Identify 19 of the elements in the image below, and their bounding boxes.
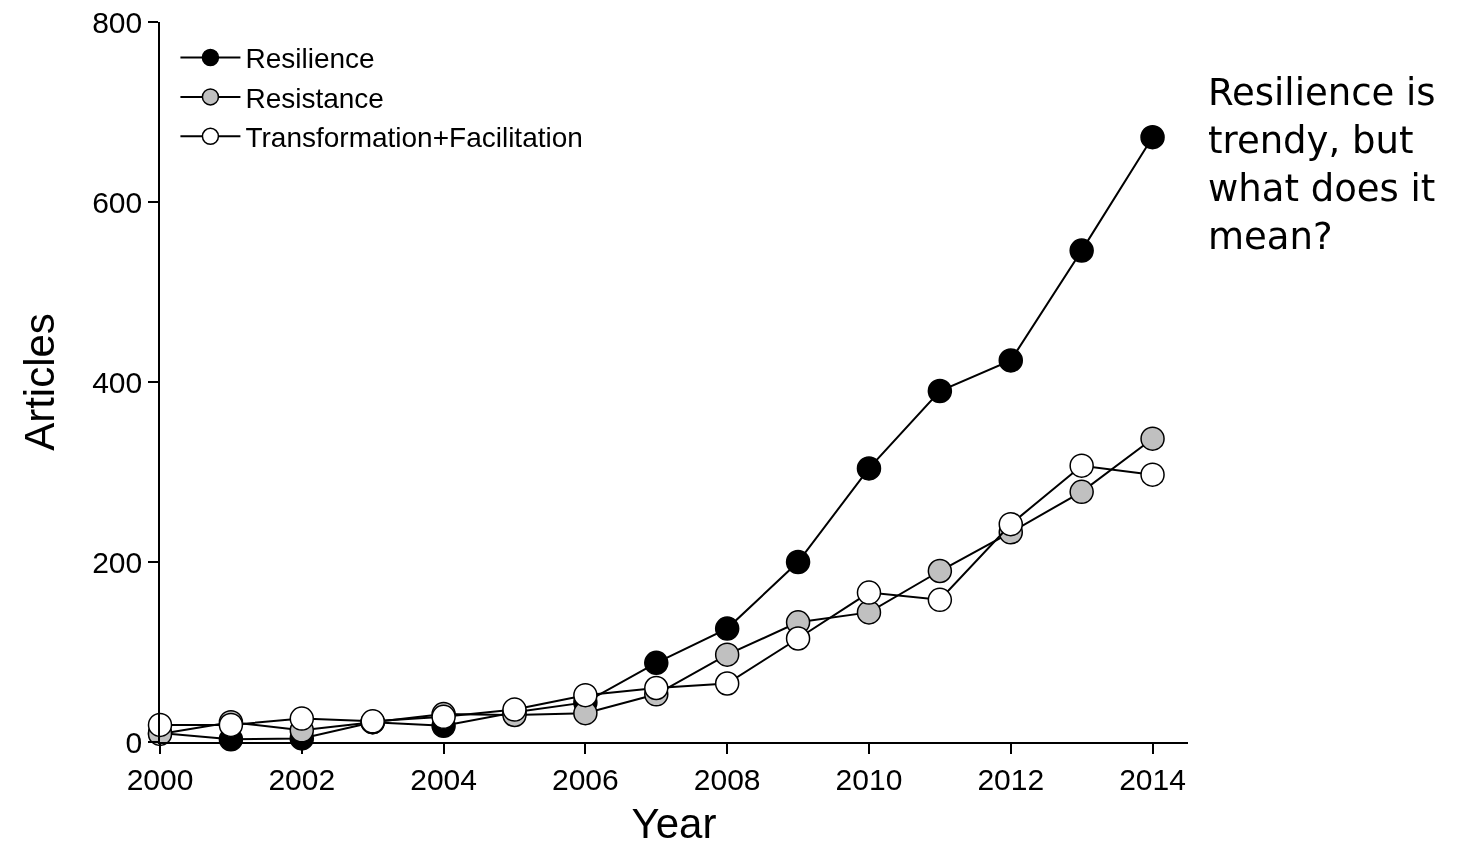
y-tick-label: 400 (92, 365, 143, 399)
x-tick-label: 2012 (977, 762, 1045, 796)
x-tick-label: 2002 (268, 762, 336, 796)
x-tick-label: 2014 (1119, 762, 1186, 796)
text: Resilience is trendy, but what does it mean? (1208, 71, 1436, 259)
y-tick-label: 0 (125, 725, 143, 759)
y-tick-label: 200 (92, 545, 143, 579)
y-tick-label: 600 (92, 185, 143, 219)
x-tick-label: 2004 (410, 762, 477, 796)
x-tick-label: 2008 (693, 762, 761, 796)
x-tick-label: 2010 (835, 762, 903, 796)
legend-label: Resilience (245, 43, 375, 75)
x-axis-title: Year (631, 800, 717, 848)
y-axis-title: Articles (16, 313, 64, 451)
legend-label: Transformation+Facilitation (245, 122, 583, 154)
x-tick-label: 2000 (126, 762, 194, 796)
legend-label: Resistance (245, 82, 384, 114)
x-tick-label: 2006 (552, 762, 619, 796)
y-tick-label: 800 (92, 5, 143, 39)
